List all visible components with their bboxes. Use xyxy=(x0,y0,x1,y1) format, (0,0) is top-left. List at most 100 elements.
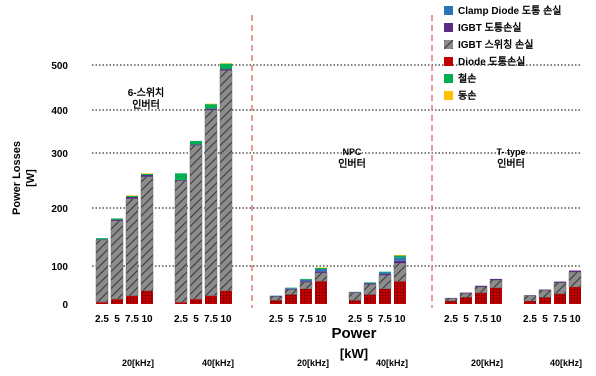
bar-segment-igbt_sw xyxy=(299,282,313,290)
bar-segment-igbt_cond xyxy=(111,219,123,221)
legend: Clamp Diode 도통 손실 IGBT 도통손실 IGBT 스위칭 손실 Dio… xyxy=(444,4,561,102)
bar-segment-igbt_cond xyxy=(554,281,566,283)
bar-segment-igbt_cond xyxy=(460,292,472,294)
bar-segment-igbt_sw xyxy=(269,296,283,301)
bar-segment-diode_cond xyxy=(490,287,502,304)
bar-segment-igbt_sw xyxy=(189,145,203,300)
legend-swatch-igbt_sw xyxy=(444,40,453,49)
x-tick-label: 10 xyxy=(394,314,406,325)
bar-segment-igbt_cond xyxy=(490,278,502,281)
bar-segment-igbt_sw xyxy=(284,289,298,295)
bar-segment-clamp_cond xyxy=(315,269,327,272)
y-tick-label: 200 xyxy=(51,204,68,215)
bar-segment-copper xyxy=(394,254,406,256)
bar-segment-iron xyxy=(285,287,297,289)
bar-segment-diode_cond xyxy=(349,300,361,304)
bar-segment-diode_cond xyxy=(569,286,581,304)
x-tick-label: 10 xyxy=(315,314,327,325)
x-tick-label: 2.5 xyxy=(523,314,537,325)
bar-segment-igbt_cond xyxy=(205,108,217,110)
bar-segment-diode_cond xyxy=(220,290,232,304)
bars xyxy=(95,63,582,304)
bar-segment-igbt_cond xyxy=(394,260,406,264)
legend-label-copper: 동손 xyxy=(458,90,476,102)
bar-segment-igbt_sw xyxy=(459,293,473,298)
x-tick-label: 10 xyxy=(490,314,502,325)
bar-segment-iron xyxy=(364,282,376,283)
y-tick-label: 400 xyxy=(51,106,68,117)
bar-segment-diode_cond xyxy=(539,297,551,304)
bar-segment-iron xyxy=(315,267,327,270)
bar-segment-diode_cond xyxy=(300,288,312,304)
bar-segment-igbt_sw xyxy=(314,272,328,282)
bar-segment-diode_cond xyxy=(175,302,187,304)
legend-label-iron: 철손 xyxy=(458,72,476,85)
x-tick-label: 7.5 xyxy=(125,314,139,325)
bar-segment-igbt_sw xyxy=(538,290,552,298)
bar-segment-igbt_sw xyxy=(444,298,458,302)
x-tick-label: 7.5 xyxy=(474,314,488,325)
grid-lines xyxy=(92,64,580,267)
x-tick-label: 5 xyxy=(542,314,548,325)
x-tick-label: 2.5 xyxy=(348,314,362,325)
topology-label: NPC xyxy=(342,147,362,157)
bar-segment-diode_cond xyxy=(96,302,108,304)
bar-segment-diode_cond xyxy=(364,294,376,304)
bar-segment-clamp_cond xyxy=(300,279,312,282)
bar-segment-iron xyxy=(205,104,217,109)
bar-segment-diode_cond xyxy=(111,299,123,304)
bar-segment-copper xyxy=(220,63,232,64)
bar-segment-igbt_cond xyxy=(220,69,232,71)
bar-segment-igbt_cond xyxy=(126,197,138,199)
bar-segment-iron xyxy=(96,238,108,240)
bar-segment-clamp_cond xyxy=(394,257,406,261)
x-tick-label: 10 xyxy=(141,314,153,325)
bar-segment-igbt_cond xyxy=(270,296,282,297)
x-tick-label: 2.5 xyxy=(174,314,188,325)
bar-segment-igbt_sw xyxy=(140,176,154,291)
topology-label: 6-스위치 xyxy=(128,86,165,99)
bar-segment-igbt_sw xyxy=(219,70,233,291)
bar-segment-igbt_cond xyxy=(141,175,153,177)
bar-segment-diode_cond xyxy=(460,297,472,304)
legend-swatch-igbt_cond xyxy=(444,23,453,32)
x-tick-label: 2.5 xyxy=(444,314,458,325)
x-tick-label: 5 xyxy=(114,314,120,325)
bar-segment-copper xyxy=(141,173,153,174)
bar-segment-igbt_cond xyxy=(285,288,297,290)
bar-segment-diode_cond xyxy=(445,300,457,304)
bar-segment-igbt_cond xyxy=(475,285,487,287)
x-tick-label: 2.5 xyxy=(95,314,109,325)
bar-segment-igbt_sw xyxy=(348,292,362,301)
bar-segment-igbt_sw xyxy=(378,274,392,290)
frequency-label: 20[kHz] xyxy=(471,358,503,368)
bar-segment-igbt_cond xyxy=(96,239,108,240)
y-tick-label: 300 xyxy=(51,149,68,160)
bar-segment-clamp_cond xyxy=(285,288,297,289)
bar-segment-igbt_cond xyxy=(300,281,312,283)
legend-label-diode_cond: Diode 도통손실 xyxy=(458,55,525,68)
topology-label: 인버터 xyxy=(338,157,366,170)
bar-segment-igbt_sw xyxy=(174,180,188,303)
bar-segment-igbt_sw xyxy=(393,262,407,282)
legend-label-igbt_sw: IGBT 스위칭 손실 xyxy=(458,38,533,51)
bar-segment-igbt_cond xyxy=(445,297,457,299)
y-tick-label: 100 xyxy=(51,262,68,273)
bar-segment-igbt_cond xyxy=(364,283,376,285)
frequency-label: 40[kHz] xyxy=(550,358,582,368)
bar-segment-clamp_cond xyxy=(364,282,376,284)
bar-segment-igbt_cond xyxy=(524,295,536,296)
bar-segment-igbt_sw xyxy=(363,283,377,295)
bar-segment-copper xyxy=(205,103,217,105)
legend-swatch-diode_cond xyxy=(444,57,453,66)
bar-segment-igbt_sw xyxy=(125,198,139,296)
bar-segment-igbt_sw xyxy=(110,220,124,300)
frequency-label: 40[kHz] xyxy=(376,358,408,368)
bar-segment-diode_cond xyxy=(285,294,297,304)
frequency-label: 20[kHz] xyxy=(297,358,329,368)
x-tick-label: 2.5 xyxy=(269,314,283,325)
bar-segment-diode_cond xyxy=(524,300,536,304)
x-tick-label: 10 xyxy=(220,314,232,325)
